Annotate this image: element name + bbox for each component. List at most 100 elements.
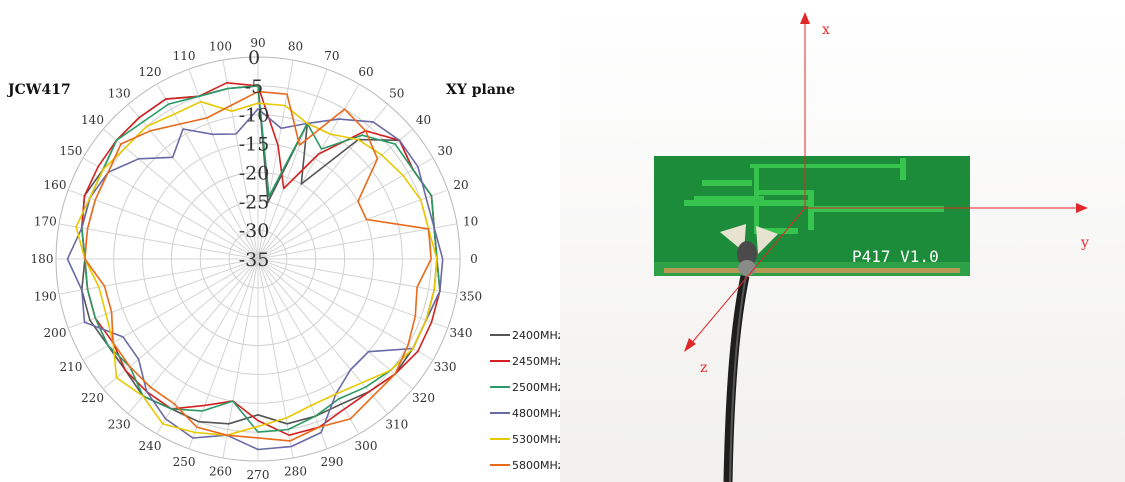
angle-tick-label: 160 [44, 178, 67, 192]
coax-cable-highlight [729, 275, 747, 482]
grid-spoke [257, 258, 360, 435]
grid-spoke [257, 258, 414, 390]
angle-tick-label: 120 [139, 65, 162, 79]
legend-swatch [490, 360, 510, 362]
radial-tick-label: -10 [239, 105, 270, 127]
axis-x-label: x [822, 22, 830, 38]
pcb-gold-strip [664, 268, 960, 273]
angle-tick-label: 30 [437, 144, 452, 158]
grid-spoke [102, 258, 259, 390]
radial-tick-label: -30 [239, 220, 270, 242]
angle-tick-label: 220 [81, 391, 104, 405]
grid-spoke [68, 189, 259, 260]
grid-spoke [257, 69, 328, 260]
radial-tick-label: -25 [239, 191, 270, 213]
legend-label: 2500MHz [512, 380, 564, 394]
legend-item: 4800MHz [490, 400, 564, 426]
legend-swatch [490, 412, 510, 414]
angle-tick-label: 90 [250, 36, 265, 50]
grid-spoke [222, 59, 259, 260]
angle-tick-label: 110 [173, 49, 196, 63]
grid-spoke [257, 223, 458, 260]
angle-tick-label: 50 [389, 87, 404, 101]
axis-y-label: y [1080, 235, 1089, 251]
grid-spoke [257, 258, 458, 295]
angle-tick-label: 250 [173, 455, 196, 469]
angle-tick-label: 270 [247, 468, 270, 482]
grid-spoke [257, 258, 434, 361]
grid-spoke [257, 258, 448, 329]
grid-spoke [127, 258, 259, 415]
antenna-photo: P417 V1.0 x y z [560, 0, 1125, 482]
radiation-pattern-chart: JCW417 XY plane 0 10 20 30 40 50 60 70 80 90 100 11… [0, 0, 564, 482]
legend-label: 5800MHz [512, 458, 564, 472]
grid-spoke [127, 103, 259, 260]
legend-item: 2400MHz [490, 322, 564, 348]
grid-spoke [58, 258, 259, 295]
radial-tick-label: -15 [239, 134, 270, 156]
angle-tick-label: 280 [284, 465, 307, 479]
grid-spoke [58, 223, 259, 260]
angle-tick-label: 260 [209, 465, 232, 479]
angle-tick-label: 100 [209, 39, 232, 53]
angle-tick-label: 190 [34, 290, 57, 304]
angle-tick-label: 230 [108, 418, 131, 432]
radial-tick-label: 0 [248, 47, 260, 69]
grid-spoke [68, 258, 259, 329]
legend: 2400MHz 2450MHz 2500MHz 4800MHz 5300MHz 5800M… [490, 322, 564, 478]
series-lines [66, 82, 444, 451]
legend-item: 5300MHz [490, 426, 564, 452]
legend-label: 5300MHz [512, 432, 564, 446]
angle-tick-label: 320 [412, 391, 435, 405]
radial-tick-label: -20 [239, 162, 270, 184]
cable-connector [738, 260, 756, 276]
legend-item: 2500MHz [490, 374, 564, 400]
coordinate-axes [684, 12, 1088, 352]
polar-grid [55, 56, 461, 462]
legend-label: 2450MHz [512, 354, 564, 368]
angle-tick-label: 150 [59, 144, 82, 158]
polar-plot: 0 10 20 30 40 50 60 70 80 90 100 110 120 130 140 150 160… [31, 36, 483, 482]
grid-spoke [257, 258, 294, 459]
coax-cable [723, 275, 750, 482]
grid-spoke [257, 189, 448, 260]
angle-tick-label: 310 [385, 418, 408, 432]
angle-tick-label: 180 [31, 252, 54, 266]
angle-tick-label: 70 [324, 49, 339, 63]
legend-label: 2400MHz [512, 328, 564, 342]
angle-tick-label: 340 [450, 326, 473, 340]
angle-tick-label: 130 [108, 87, 131, 101]
angle-tick-label: 40 [416, 113, 431, 127]
legend-item: 5800MHz [490, 452, 564, 478]
grid-spoke [82, 258, 259, 361]
legend-item: 2450MHz [490, 348, 564, 374]
grid-spoke [257, 128, 414, 260]
solder-pad-left [720, 224, 746, 252]
grid-spoke [257, 258, 389, 415]
angle-tick-label: 140 [81, 113, 104, 127]
grid-spoke [257, 103, 389, 260]
angle-tick-label: 170 [34, 215, 57, 229]
grid-spoke [188, 258, 259, 449]
grid-spoke [257, 59, 294, 260]
legend-swatch [490, 464, 510, 466]
angle-tick-label: 210 [59, 360, 82, 374]
grid-spoke [257, 83, 360, 260]
angle-tick-label: 20 [453, 178, 468, 192]
solder-pad-right [756, 226, 778, 254]
angle-tick-label: 290 [320, 455, 343, 469]
angle-tick-label: 200 [44, 326, 67, 340]
chart-title-left: JCW417 [8, 82, 71, 98]
antenna-photo-drawing: P417 V1.0 x y z [560, 0, 1125, 482]
angle-tick-label: 350 [459, 290, 482, 304]
axis-z-label: z [700, 360, 707, 376]
radial-tick-label: -35 [239, 249, 270, 271]
legend-swatch [490, 334, 510, 336]
solder-joint [737, 241, 757, 267]
grid-spoke [257, 157, 434, 260]
polar-labels: 0 10 20 30 40 50 60 70 80 90 100 110 120 130 140 150 160… [31, 36, 483, 482]
grid-spoke [257, 258, 328, 449]
angle-tick-label: 10 [463, 215, 478, 229]
legend-swatch [490, 438, 510, 440]
